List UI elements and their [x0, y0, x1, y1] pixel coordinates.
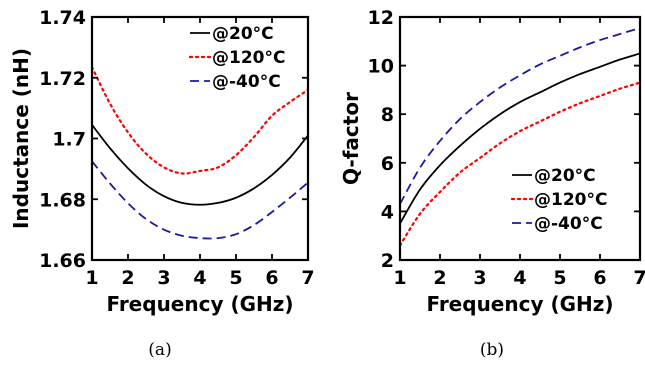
y-tick-label: 1.7 — [52, 129, 86, 151]
legend-label-2: @120°C — [212, 48, 285, 68]
x-tick-label: 7 — [633, 267, 645, 289]
legend-label-1: @20°C — [212, 24, 274, 44]
y-tick-label: 6 — [381, 153, 394, 175]
legend-label-3: @-40°C — [534, 214, 603, 234]
x-tick-label: 7 — [301, 267, 314, 289]
legend-label-1: @20°C — [534, 166, 596, 186]
series-line-2 — [400, 81, 640, 247]
x-tick-label: 3 — [473, 267, 486, 289]
series-line-1 — [92, 124, 308, 206]
series-line-1 — [400, 52, 640, 225]
x-tick-label: 5 — [553, 267, 566, 289]
x-tick-label: 6 — [265, 267, 278, 289]
y-axis-label: Q-factor — [339, 92, 363, 185]
y-tick-label: 1.68 — [39, 189, 86, 211]
y-tick-label: 10 — [368, 56, 394, 78]
panel-caption: (a) — [148, 340, 171, 360]
legend: @20°C @120°C @-40°C — [510, 166, 607, 234]
x-tick-label: 2 — [433, 267, 446, 289]
y-tick-label: 1.72 — [39, 68, 86, 90]
y-axis-label: Inductance (nH) — [9, 48, 33, 229]
legend-label-2: @120°C — [534, 190, 607, 210]
x-axis-label: Frequency (GHz) — [106, 292, 293, 316]
x-tick-label: 3 — [157, 267, 170, 289]
legend-label-3: @-40°C — [212, 72, 281, 92]
x-tick-label: 1 — [393, 267, 406, 289]
legend: @20°C @120°C @-40°C — [188, 24, 285, 92]
y-tick-label: 4 — [381, 201, 394, 223]
y-tick-label: 2 — [381, 250, 394, 272]
x-tick-label: 4 — [513, 267, 526, 289]
x-tick-label: 1 — [85, 267, 98, 289]
chart-panel-1: 1 2 3 4 5 6 7 1.66 1.68 1.7 1.72 1.74 Frequency (GHz… — [9, 7, 315, 360]
x-tick-label: 5 — [229, 267, 242, 289]
y-tick-label: 1.74 — [39, 7, 86, 29]
y-tick-label: 1.66 — [39, 250, 86, 272]
series-line-2 — [92, 66, 308, 175]
x-tick-label: 2 — [121, 267, 134, 289]
y-tick-label: 8 — [381, 104, 394, 126]
x-tick-label: 4 — [193, 267, 206, 289]
series-line-3 — [92, 160, 308, 240]
x-axis-label: Frequency (GHz) — [426, 292, 613, 316]
series-line-3 — [400, 27, 640, 205]
y-tick-label: 12 — [368, 7, 394, 29]
panel-caption: (b) — [480, 340, 504, 360]
x-tick-label: 6 — [593, 267, 606, 289]
